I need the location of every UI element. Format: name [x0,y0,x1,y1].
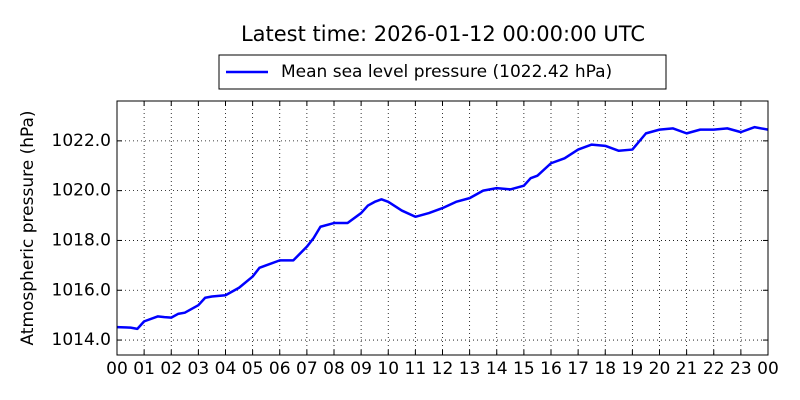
x-tick-label: 13 [459,359,481,379]
y-tick-label: 1014.0 [52,330,111,350]
x-tick-label: 16 [540,359,562,379]
x-tick-label: 23 [730,359,752,379]
x-tick-label: 17 [567,359,589,379]
x-tick-label: 12 [432,359,454,379]
data-line [116,125,769,331]
x-tick-label: 02 [160,359,182,379]
legend-box [218,54,667,90]
x-tick-label: 00 [106,359,128,379]
y-tick-label: 1022.0 [52,131,111,151]
y-tick-label: 1016.0 [52,280,111,300]
legend-label: Mean sea level pressure (1022.42 hPa) [281,62,612,82]
x-tick-label: 07 [296,359,318,379]
chart-title: Latest time: 2026-01-12 00:00:00 UTC [241,22,645,46]
x-tick-label: 20 [649,359,671,379]
x-tick-label: 09 [350,359,372,379]
plot-frame [116,100,769,356]
x-tick-label: 18 [594,359,616,379]
y-tick-label: 1018.0 [52,230,111,250]
x-tick-label: 21 [676,359,698,379]
x-tick-label: 14 [486,359,508,379]
x-tick-label: 08 [323,359,345,379]
x-tick-label: 10 [377,359,399,379]
x-tick-label: 22 [703,359,725,379]
y-tick-label: 1020.0 [52,181,111,201]
x-tick-label: 00 [757,359,779,379]
x-tick-label: 06 [269,359,291,379]
x-tick-label: 19 [622,359,644,379]
x-tick-label: 15 [513,359,535,379]
x-tick-label: 04 [215,359,237,379]
x-tick-label: 01 [133,359,155,379]
y-axis-label: Atmospheric pressure (hPa) [18,110,38,345]
x-tick-label: 11 [405,359,427,379]
x-tick-label: 03 [188,359,210,379]
x-tick-label: 05 [242,359,264,379]
